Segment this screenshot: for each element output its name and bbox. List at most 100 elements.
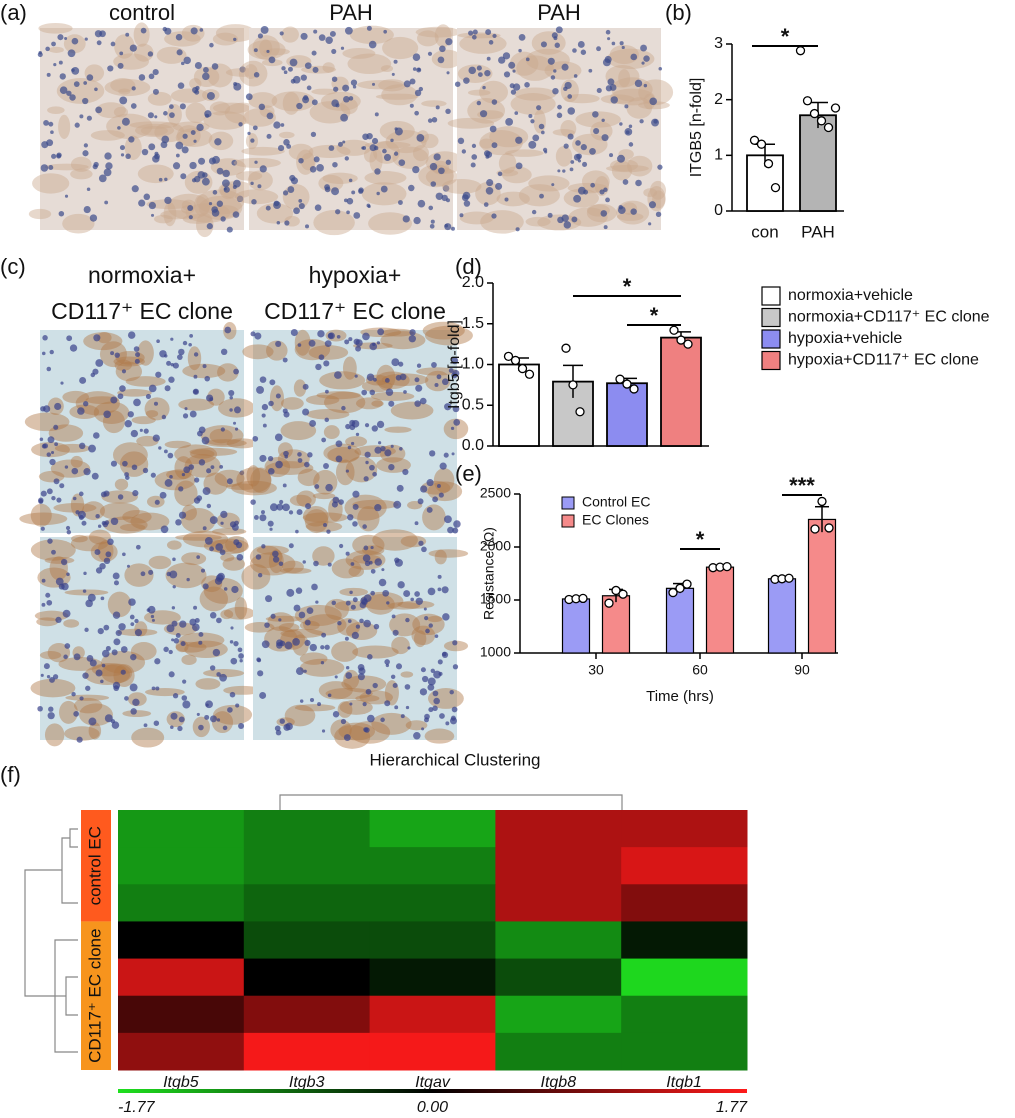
nucleus (414, 377, 420, 383)
y-tick-label: 1.0 (462, 356, 484, 373)
nucleus (463, 200, 471, 207)
nucleus (113, 638, 121, 646)
nucleus (503, 71, 511, 78)
significance-label: * (781, 24, 790, 49)
nucleus (83, 571, 87, 576)
heatmap-cell (621, 995, 748, 1034)
nucleus (570, 160, 575, 164)
nucleus (304, 619, 311, 626)
nucleus (41, 578, 46, 583)
nucleus (430, 181, 437, 187)
tissue (327, 447, 360, 464)
tissue (70, 535, 109, 552)
nucleus (630, 53, 638, 61)
nucleus (350, 604, 356, 610)
nucleus (199, 28, 204, 32)
nucleus (648, 201, 657, 209)
nucleus (531, 209, 537, 215)
tissue (498, 152, 517, 174)
tissue (93, 401, 130, 425)
nucleus (268, 56, 276, 64)
tissue (323, 425, 340, 440)
nucleus (151, 618, 155, 622)
nucleus (392, 629, 399, 636)
nucleus (362, 524, 367, 529)
row-group-label: CD117⁺ EC clone (85, 929, 104, 1063)
nucleus (49, 349, 54, 355)
nucleus (83, 143, 89, 148)
tissue (560, 119, 577, 138)
nucleus (284, 455, 288, 459)
data-point (795, 46, 806, 56)
nucleus (110, 41, 116, 47)
nucleus (132, 698, 140, 706)
nucleus (65, 525, 71, 531)
nucleus (340, 46, 345, 50)
nucleus (374, 168, 381, 175)
nucleus (611, 41, 616, 46)
nucleus (348, 96, 354, 101)
nucleus (239, 659, 243, 663)
nucleus (267, 467, 275, 475)
nucleus (43, 405, 51, 413)
nucleus (283, 70, 288, 75)
nucleus (512, 83, 521, 91)
nucleus (428, 707, 434, 713)
nucleus (282, 503, 290, 512)
legend-label: normoxia+vehicle (788, 287, 913, 304)
tissue (282, 184, 310, 210)
nucleus (452, 664, 459, 670)
data-point (802, 96, 813, 106)
heatmap-cell (243, 810, 371, 848)
nucleus (363, 476, 369, 482)
tissue (360, 591, 404, 610)
tissue (220, 553, 235, 562)
nucleus (158, 446, 162, 450)
tissue (431, 49, 463, 69)
nucleus (430, 668, 436, 673)
nucleus (126, 564, 130, 568)
nucleus (83, 206, 91, 214)
tissue (19, 512, 68, 526)
nucleus (64, 194, 69, 198)
nucleus (486, 179, 494, 187)
nucleus (407, 646, 411, 650)
nucleus (416, 134, 425, 142)
tissue (294, 329, 311, 356)
tissue (434, 549, 447, 565)
tissue (479, 80, 508, 104)
image-title: PAH (537, 0, 581, 25)
tissue (323, 391, 366, 414)
nucleus (122, 552, 126, 557)
micrograph (233, 24, 465, 236)
nucleus (216, 200, 224, 207)
nucleus (276, 639, 283, 647)
nucleus (202, 72, 210, 81)
nucleus (152, 69, 159, 76)
nucleus (363, 727, 369, 733)
nucleus (180, 61, 185, 66)
nucleus (362, 554, 371, 562)
nucleus (483, 202, 489, 207)
nucleus (348, 178, 353, 183)
nucleus (220, 427, 225, 432)
nucleus (573, 153, 581, 161)
nucleus (364, 560, 371, 567)
nucleus (121, 117, 130, 126)
nucleus (426, 507, 433, 513)
heatmap-cell (243, 921, 371, 960)
heatmap-cell (243, 884, 371, 922)
nucleus (302, 383, 309, 390)
nucleus (657, 164, 663, 170)
image-title: control (109, 0, 175, 25)
nucleus (468, 30, 474, 36)
nucleus (198, 459, 206, 466)
nucleus (189, 618, 197, 626)
nucleus (135, 352, 141, 358)
nucleus (331, 76, 338, 82)
nucleus (352, 490, 360, 498)
nucleus (429, 162, 438, 171)
tissue (324, 598, 349, 620)
tissue (572, 133, 608, 156)
tissue (349, 720, 391, 744)
